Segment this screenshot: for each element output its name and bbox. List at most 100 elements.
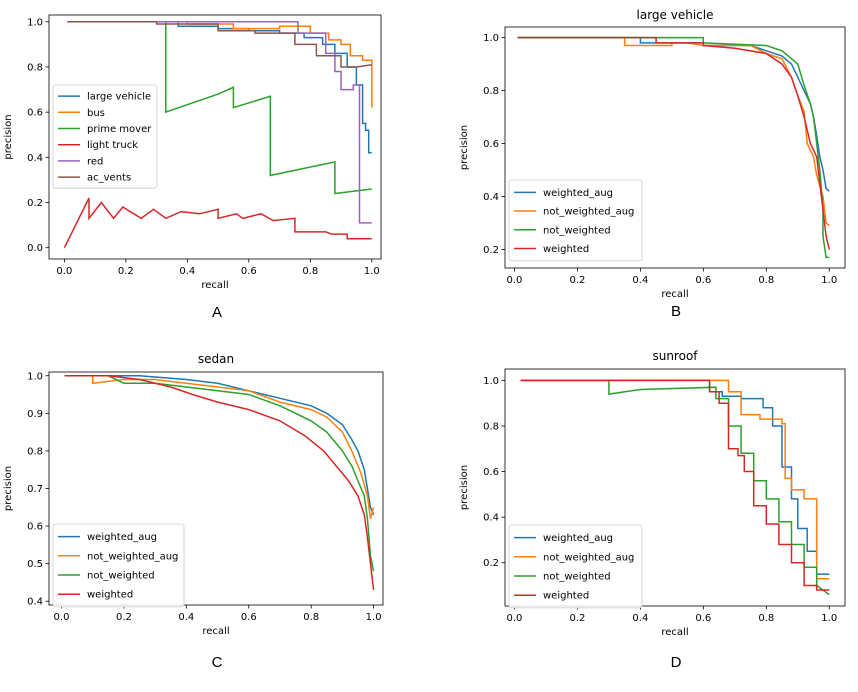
y-tick-label: 1.0	[483, 376, 499, 387]
chart-title: sedan	[198, 352, 234, 366]
y-tick-label: 0.2	[483, 245, 499, 256]
y-tick-label: 0.8	[27, 446, 43, 457]
x-tick-label: 0.4	[632, 613, 648, 624]
y-tick-label: 0.5	[27, 559, 43, 570]
legend-entry-label: weighted	[543, 591, 589, 602]
legend-entry-label: weighted_aug	[87, 532, 157, 543]
chart-panel-a: 0.0 0.2 0.4 0.6 0.8 1.0 0.0 0.2 0.4 0.6 0.8 1.0 reca…	[3, 14, 382, 321]
y-axis-label: precision	[459, 125, 470, 170]
x-tick-label: 0.0	[56, 266, 72, 277]
panel-tag: C	[212, 654, 223, 671]
x-tick-label: 0.8	[758, 613, 774, 624]
series-line-prime-mover	[67, 21, 372, 195]
y-tick-label: 0.7	[27, 484, 43, 495]
legend-box	[52, 523, 185, 608]
legend-entry-label: weighted_aug	[543, 188, 613, 199]
x-tick-label: 0.4	[178, 612, 194, 623]
legend: large vehicle bus prime mover light truck re…	[52, 84, 158, 189]
x-tick-label: 1.0	[366, 612, 382, 623]
x-tick-label: 0.6	[695, 613, 711, 624]
legend-entry-label: not_weighted_aug	[543, 207, 634, 218]
x-tick-label: 1.0	[364, 266, 380, 277]
chart-panel-c: 0.0 0.2 0.4 0.6 0.8 1.0 0.4 0.5 0.6 0.7 0.8 0.9 1.0 r…	[3, 352, 384, 671]
x-tick-label: 1.0	[821, 275, 837, 286]
series-line-red	[67, 21, 372, 224]
y-tick-label: 0.6	[27, 522, 43, 533]
legend-box	[52, 84, 158, 189]
y-tick-label: 0.6	[483, 139, 499, 150]
y-tick-label: 0.2	[27, 198, 43, 209]
series-line-not-weighted-aug	[520, 379, 830, 580]
series-group	[520, 379, 830, 596]
legend-entry-label: not_weighted	[543, 572, 611, 583]
legend-entry-label: ac_vents	[87, 173, 131, 184]
chart-title: large vehicle	[637, 8, 714, 22]
series-line-weighted	[517, 36, 831, 250]
x-tick-label: 0.6	[241, 266, 257, 277]
legend-entry-label: not_weighted_aug	[87, 551, 178, 562]
y-tick-label: 0.0	[27, 243, 43, 254]
series-line-bus	[67, 21, 373, 108]
panel-tag: A	[212, 304, 222, 321]
x-tick-label: 0.0	[54, 612, 70, 623]
y-tick-label: 0.4	[27, 153, 43, 164]
legend: weighted_aug not_weighted_aug not_weighted…	[508, 179, 643, 262]
series-group	[63, 21, 373, 249]
series-line-not-weighted-aug	[64, 375, 375, 519]
series-line-weighted-aug	[64, 375, 375, 516]
legend: weighted_aug not_weighted_aug not_weighted…	[52, 523, 185, 608]
x-tick-label: 0.6	[695, 275, 711, 286]
x-tick-label: 0.4	[179, 266, 195, 277]
y-tick-label: 1.0	[27, 371, 43, 382]
y-tick-label: 0.8	[27, 62, 43, 73]
y-tick-label: 0.8	[483, 86, 499, 97]
x-axis-label: recall	[661, 627, 688, 638]
y-tick-label: 0.6	[483, 467, 499, 478]
chart-panel-d: 0.0 0.2 0.4 0.6 0.8 1.0 0.2 0.4 0.6 0.8 1.0 recall p…	[459, 349, 846, 671]
series-line-weighted-aug	[520, 379, 830, 575]
y-tick-label: 0.6	[27, 108, 43, 119]
y-tick-label: 0.9	[27, 409, 43, 420]
series-line-not-weighted	[64, 375, 375, 572]
legend-box	[508, 524, 643, 609]
x-tick-label: 0.8	[758, 275, 774, 286]
series-line-light-truck	[63, 197, 372, 249]
x-tick-label: 0.8	[302, 266, 318, 277]
legend-entry-label: weighted_aug	[543, 533, 613, 544]
y-tick-label: 0.8	[483, 421, 499, 432]
legend-entry-label: weighted	[543, 244, 589, 255]
series-group	[517, 36, 831, 259]
series-line-weighted	[64, 375, 375, 591]
y-tick-label: 1.0	[483, 33, 499, 44]
x-tick-label: 0.0	[506, 613, 522, 624]
panel-tag: B	[671, 303, 681, 320]
x-tick-label: 0.4	[632, 275, 648, 286]
x-tick-label: 0.8	[303, 612, 319, 623]
x-tick-label: 0.2	[569, 275, 585, 286]
axes-frame	[48, 14, 382, 260]
y-tick-label: 0.4	[483, 513, 499, 524]
series-line-not-weighted-aug	[517, 36, 830, 227]
legend-entry-label: not_weighted	[543, 225, 611, 236]
series-line-large-vehicle	[67, 21, 372, 154]
x-tick-label: 0.2	[116, 612, 132, 623]
y-tick-label: 0.4	[483, 192, 499, 203]
x-tick-label: 0.2	[118, 266, 134, 277]
legend-entry-label: weighted	[87, 590, 133, 601]
legend-entry-label: not_weighted_aug	[543, 552, 634, 563]
legend-box	[508, 179, 643, 262]
y-axis-label: precision	[459, 465, 470, 510]
x-axis-label: recall	[661, 289, 688, 300]
chart-panel-b: 0.0 0.2 0.4 0.6 0.8 1.0 0.2 0.4 0.6 0.8 1.0 recall p…	[459, 8, 846, 320]
x-tick-label: 0.0	[506, 275, 522, 286]
x-tick-label: 1.0	[821, 613, 837, 624]
chart-title: sunroof	[652, 349, 698, 363]
legend-entry-label: bus	[87, 108, 105, 119]
y-tick-label: 1.0	[27, 17, 43, 28]
x-tick-label: 0.6	[241, 612, 257, 623]
legend-entry-label: red	[87, 156, 103, 167]
legend-entry-label: not_weighted	[87, 571, 155, 582]
y-axis-label: precision	[3, 114, 14, 159]
panel-tag: D	[671, 654, 682, 671]
